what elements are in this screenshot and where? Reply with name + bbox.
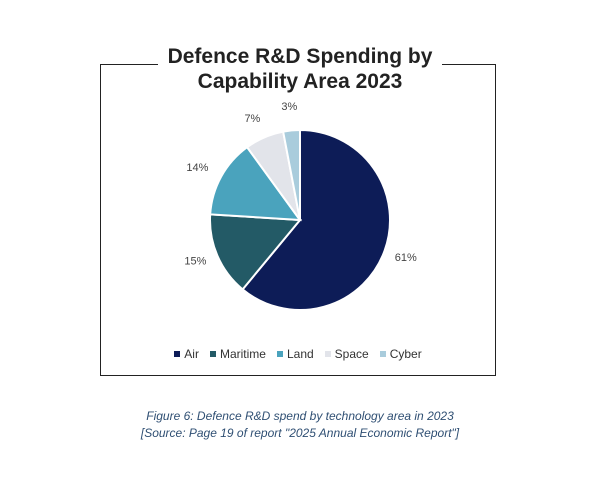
pie-slice-land xyxy=(209,145,303,222)
legend-swatch-cyber xyxy=(379,351,386,357)
data-label-land: 14% xyxy=(186,162,208,174)
pie-slice-air xyxy=(241,128,391,311)
frame-top-border-left xyxy=(100,64,158,65)
pie-slice-maritime xyxy=(209,213,303,291)
legend-label-cyber: Cyber xyxy=(389,347,422,361)
data-label-cyber: 3% xyxy=(281,101,297,113)
chart-title-line-2: Capability Area 2023 xyxy=(197,70,403,93)
data-label-space: 7% xyxy=(244,113,260,125)
legend-item-space: Space xyxy=(324,347,369,361)
legend-item-cyber: Cyber xyxy=(379,347,422,361)
chart-legend: Air Maritime Land Space Cyber xyxy=(100,347,496,361)
legend-swatch-space xyxy=(324,351,331,357)
data-label-air: 61% xyxy=(395,252,417,264)
legend-item-air: Air xyxy=(174,347,199,361)
chart-title: Defence R&D Spending by Capability Area … xyxy=(158,44,442,94)
legend-label-space: Space xyxy=(334,347,369,361)
legend-label-land: Land xyxy=(286,347,314,361)
legend-item-land: Land xyxy=(276,347,314,361)
figure-source: [Source: Page 19 of report "2025 Annual … xyxy=(140,426,460,440)
pie-slice-cyber xyxy=(281,128,301,221)
frame-top-border-right xyxy=(442,64,496,65)
chart-frame xyxy=(100,64,496,376)
legend-swatch-maritime xyxy=(209,351,216,357)
chart-title-line-1: Defence R&D Spending by xyxy=(167,45,433,68)
data-label-maritime: 15% xyxy=(184,256,206,268)
figure-caption: Figure 6: Defence R&D spend by technolog… xyxy=(146,409,454,423)
legend-swatch-land xyxy=(276,351,283,357)
legend-item-maritime: Maritime xyxy=(209,347,266,361)
legend-label-air: Air xyxy=(184,347,199,361)
legend-swatch-air xyxy=(174,351,181,357)
legend-label-maritime: Maritime xyxy=(219,347,266,361)
